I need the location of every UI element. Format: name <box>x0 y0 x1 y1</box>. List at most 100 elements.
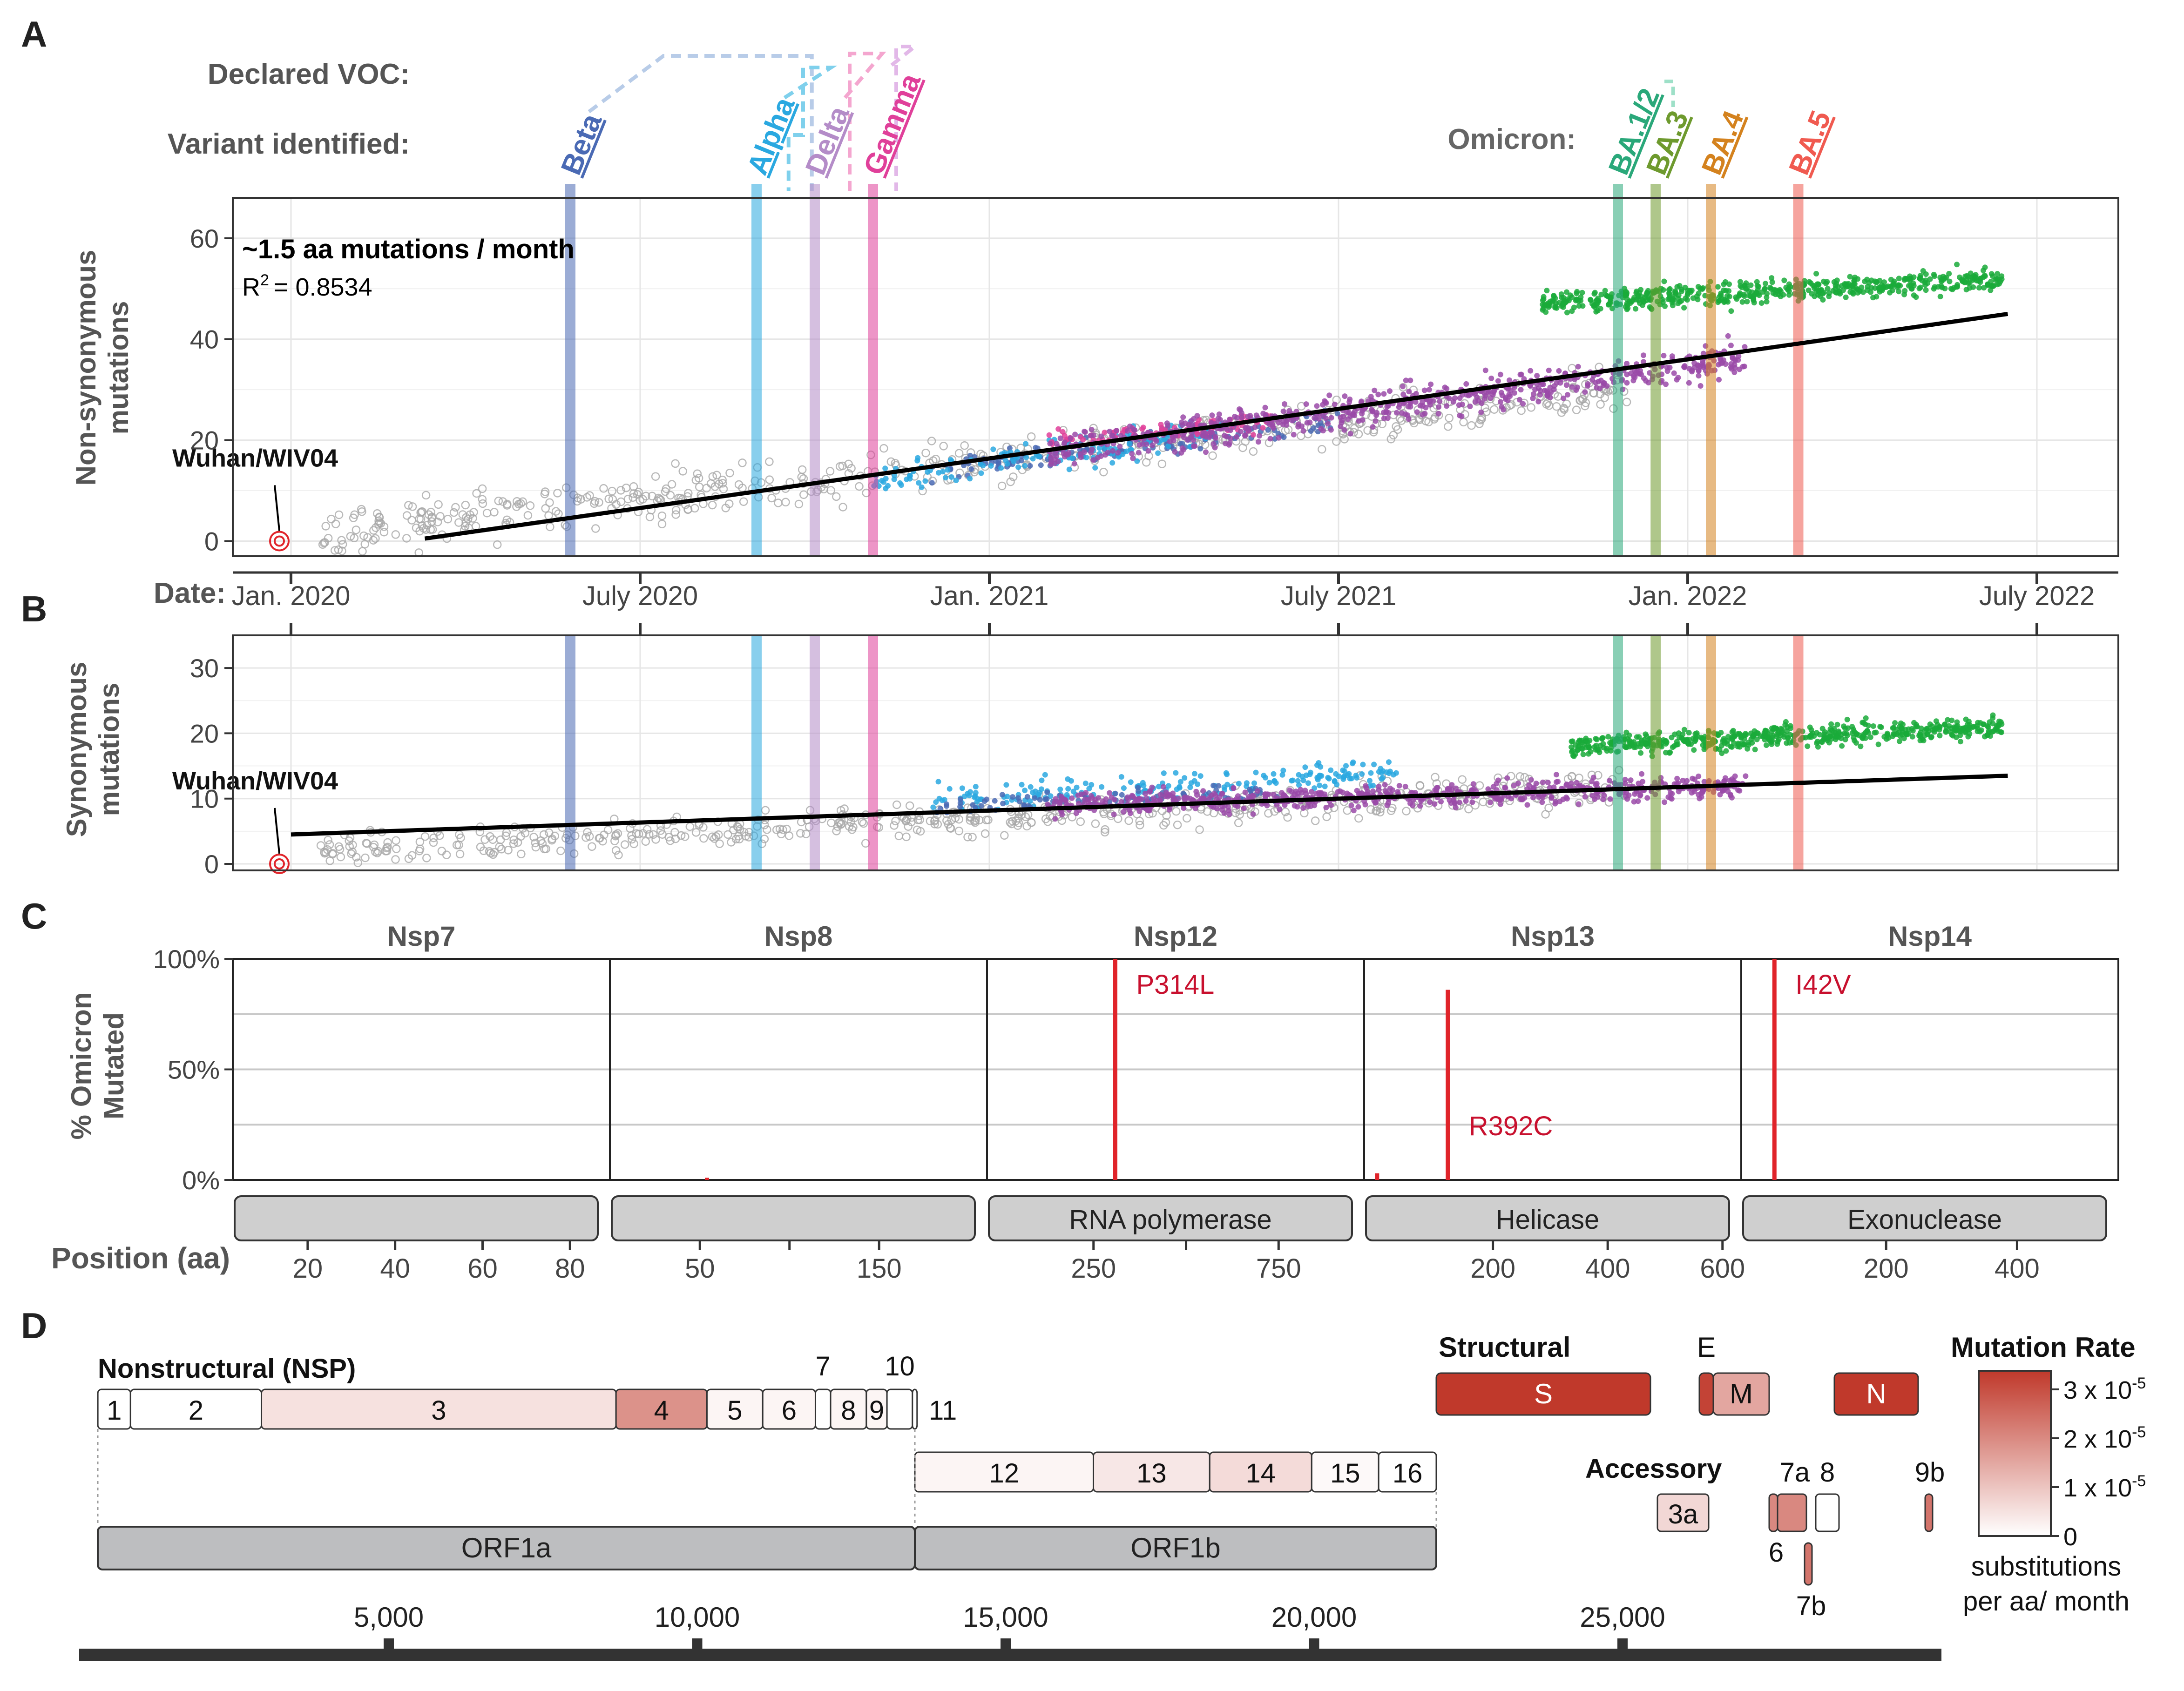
data-point-ancestral <box>714 830 723 839</box>
accessory-label-9b: 9b <box>1915 1457 1945 1488</box>
y-tick-label-1: 20 <box>190 426 219 455</box>
data-point-ancestral <box>1622 397 1631 406</box>
data-point-delta <box>1438 799 1444 805</box>
data-point-omicron <box>1877 284 1883 290</box>
data-point-alpha <box>1271 778 1277 784</box>
data-point-delta <box>1284 418 1290 423</box>
data-point-alpha <box>1271 771 1277 777</box>
data-point-delta <box>1624 796 1630 802</box>
y-label-c-line1: % Omicron <box>66 992 97 1140</box>
data-point-ancestral <box>1332 437 1341 446</box>
data-point-ancestral <box>614 850 623 860</box>
data-point-ancestral <box>361 853 370 862</box>
variant-label-Delta: Delta <box>799 101 856 179</box>
data-point-alpha <box>1002 458 1008 463</box>
data-point-delta <box>1528 777 1534 783</box>
data-point-ancestral <box>523 511 533 520</box>
data-point-delta <box>1314 403 1320 409</box>
data-point-delta <box>1107 429 1113 434</box>
nsp-box-16 <box>1378 1451 1437 1493</box>
data-point-omicron <box>1551 293 1557 299</box>
data-point-omicron <box>1593 742 1599 748</box>
data-point-omicron <box>1745 740 1751 746</box>
legend-tick-exp-2: -5 <box>2132 1423 2146 1441</box>
data-point-delta <box>1426 387 1432 393</box>
data-point-ancestral <box>825 467 835 476</box>
data-point-delta <box>1181 434 1187 440</box>
data-point-gamma <box>1055 426 1062 432</box>
data-point-omicron <box>1883 284 1889 290</box>
data-point-delta <box>1448 800 1454 806</box>
data-point-ancestral <box>693 469 702 478</box>
data-point-delta <box>1052 816 1058 822</box>
data-point-omicron <box>1989 729 1995 735</box>
data-point-delta <box>1347 396 1353 402</box>
data-point-ancestral <box>345 842 354 851</box>
data-point-ancestral <box>966 816 975 825</box>
data-point-delta <box>1728 343 1734 349</box>
data-point-ancestral <box>1172 807 1181 816</box>
data-point-ancestral <box>404 501 413 510</box>
data-point-delta <box>1485 390 1491 396</box>
data-point-omicron <box>1769 279 1775 285</box>
data-point-delta <box>1228 435 1234 441</box>
data-point-delta <box>1165 423 1170 429</box>
data-point-omicron <box>1591 303 1596 309</box>
data-point-delta <box>1303 401 1309 407</box>
data-point-delta <box>1198 795 1204 802</box>
date-label: Date: <box>154 577 226 609</box>
data-point-omicron <box>1779 727 1785 733</box>
data-point-ancestral <box>666 491 675 500</box>
data-point-omicron <box>1784 740 1790 746</box>
data-point-delta <box>1463 798 1469 804</box>
y-tick-label-0: 0 <box>204 849 219 879</box>
data-point-omicron <box>1937 294 1943 300</box>
data-point-beta <box>1119 792 1125 798</box>
data-point-omicron <box>1931 271 1937 277</box>
data-point-ancestral <box>1471 801 1480 810</box>
data-point-alpha <box>1156 783 1162 789</box>
nsp-label-13: 13 <box>1136 1458 1167 1489</box>
variant-label-group-Delta: Delta <box>799 101 856 179</box>
data-point-ancestral <box>319 539 328 547</box>
data-point-ancestral <box>1183 814 1191 823</box>
y-tick-label-3: 60 <box>190 224 219 253</box>
data-point-delta <box>1098 433 1104 439</box>
data-point-delta <box>1539 799 1545 805</box>
data-point-delta <box>1107 790 1113 796</box>
data-point-omicron <box>1885 732 1891 738</box>
data-point-delta <box>1231 785 1237 791</box>
data-point-omicron <box>1785 287 1791 293</box>
data-point-omicron <box>1728 744 1734 749</box>
data-point-delta <box>1318 426 1324 432</box>
data-point-delta <box>1239 414 1244 420</box>
data-point-alpha <box>1188 780 1194 786</box>
data-point-omicron <box>1991 283 1997 289</box>
data-point-ancestral <box>391 530 400 539</box>
data-point-omicron <box>1781 277 1787 283</box>
data-point-ancestral <box>541 844 550 853</box>
data-point-delta <box>1624 361 1630 367</box>
data-point-ancestral <box>433 518 442 526</box>
data-point-alpha <box>882 465 888 472</box>
data-point-delta <box>1665 794 1671 800</box>
data-point-omicron <box>1764 299 1770 305</box>
data-point-delta <box>1339 789 1346 795</box>
data-point-delta <box>1149 442 1156 448</box>
pos-tick-label-Nsp8-0: 50 <box>685 1253 715 1284</box>
data-point-omicron <box>1906 726 1912 732</box>
data-point-alpha <box>1092 465 1098 471</box>
data-point-omicron <box>1909 734 1915 740</box>
data-point-omicron <box>1892 720 1898 726</box>
data-point-delta <box>1226 808 1232 814</box>
data-point-ancestral <box>1234 818 1243 828</box>
data-point-delta <box>1488 800 1493 806</box>
data-point-delta <box>1638 371 1644 377</box>
data-point-beta <box>1334 411 1340 417</box>
data-point-alpha <box>1318 764 1324 770</box>
data-point-omicron <box>1719 750 1725 756</box>
data-point-delta <box>1110 448 1116 454</box>
data-point-ancestral <box>984 815 993 824</box>
data-point-omicron <box>1633 306 1639 312</box>
data-point-delta <box>1526 782 1532 788</box>
